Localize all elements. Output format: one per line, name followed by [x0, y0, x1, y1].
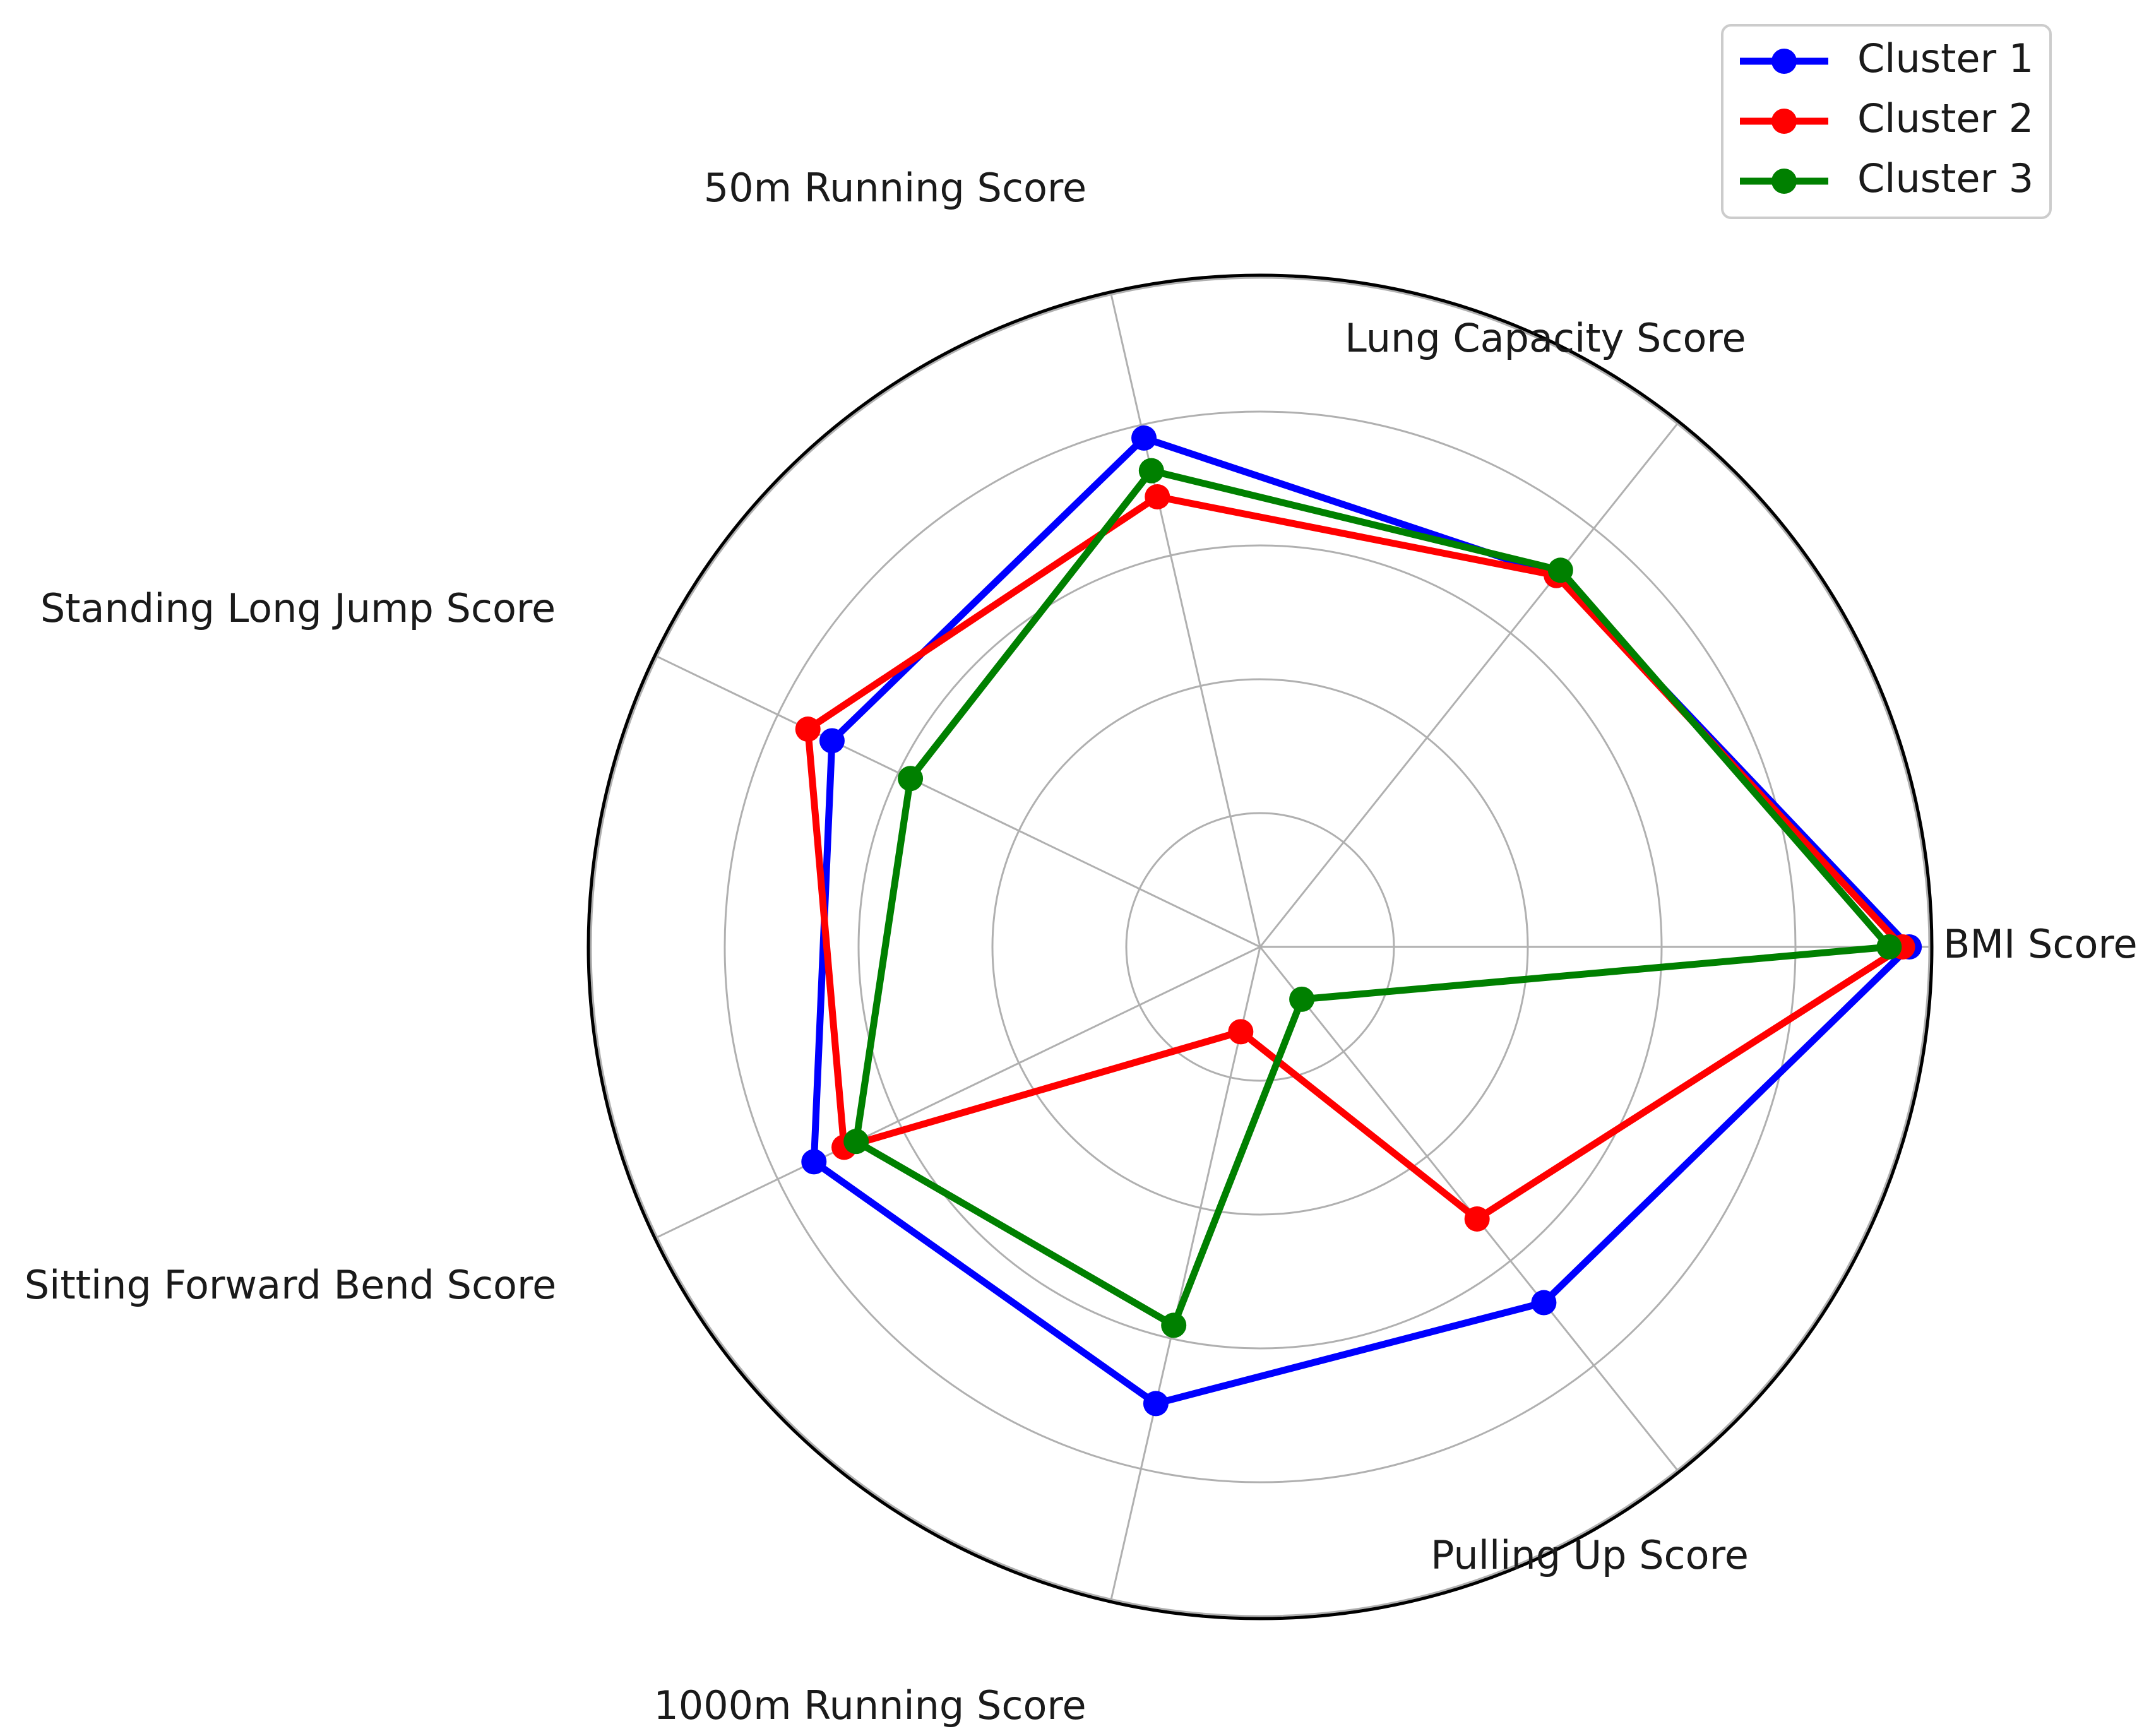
- legend-label: Cluster 2: [1857, 95, 2033, 141]
- series-cluster-1: [801, 425, 1922, 1417]
- point-cluster-3-standing-long-jump-score: [898, 766, 924, 792]
- series-layer: [795, 425, 1922, 1417]
- axis-label-bmi-score: BMI Score: [1943, 921, 2138, 967]
- point-cluster-1-sitting-forward-bend-score: [801, 1149, 827, 1175]
- legend: Cluster 1 Cluster 2 Cluster 3: [1721, 24, 2052, 219]
- spoke-sitting-forward-bend-score: [657, 946, 1261, 1239]
- legend-swatch-marker: [1771, 109, 1797, 134]
- point-cluster-1-50m-running-score: [1131, 425, 1157, 451]
- point-cluster-1-1000m-running-score: [1143, 1391, 1169, 1417]
- axis-label-standing-long-jump-score: Standing Long Jump Score: [40, 585, 556, 631]
- legend-swatch-marker: [1771, 169, 1797, 194]
- point-cluster-3-50m-running-score: [1138, 458, 1164, 484]
- axis-label-pulling-up-score: Pulling Up Score: [1431, 1532, 1749, 1578]
- spoke-50m-running-score: [1110, 294, 1261, 948]
- series-line-cluster-1: [810, 434, 1913, 1407]
- series-cluster-2: [795, 484, 1915, 1232]
- legend-label: Cluster 1: [1857, 35, 2033, 81]
- legend-item-cluster-1: Cluster 1: [1740, 35, 2033, 81]
- spoke-standing-long-jump-score: [657, 655, 1261, 948]
- axis-label-50m-running-score: 50m Running Score: [704, 165, 1086, 211]
- spoke-lung-capacity-score: [1259, 423, 1679, 948]
- point-cluster-3-lung-capacity-score: [1547, 557, 1573, 583]
- spoke-1000m-running-score: [1110, 946, 1261, 1600]
- axis-label-lung-capacity-score: Lung Capacity Score: [1345, 315, 1746, 361]
- point-cluster-3-bmi-score: [1876, 934, 1902, 960]
- point-cluster-1-standing-long-jump-score: [819, 728, 845, 754]
- legend-item-cluster-2: Cluster 2: [1740, 95, 2033, 141]
- series-line-cluster-2: [804, 493, 1907, 1223]
- legend-frame: [1721, 24, 2052, 219]
- axis-label-sitting-forward-bend-score: Sitting Forward Bend Score: [25, 1262, 557, 1308]
- point-cluster-2-50m-running-score: [1145, 484, 1170, 509]
- point-cluster-3-sitting-forward-bend-score: [843, 1129, 869, 1155]
- series-cluster-3: [843, 458, 1902, 1338]
- point-cluster-3-pulling-up-score: [1289, 986, 1315, 1012]
- series-line-cluster-3: [852, 467, 1893, 1329]
- legend-item-cluster-3: Cluster 3: [1740, 155, 2033, 201]
- point-cluster-2-pulling-up-score: [1464, 1206, 1490, 1232]
- point-cluster-3-1000m-running-score: [1161, 1312, 1187, 1338]
- legend-swatch-marker: [1771, 49, 1797, 74]
- axis-labels: BMI Score Lung Capacity Score 50m Running …: [25, 165, 2138, 1728]
- axis-label-1000m-running-score: 1000m Running Score: [653, 1682, 1086, 1728]
- legend-label: Cluster 3: [1857, 155, 2033, 201]
- outer-frame: [586, 273, 1934, 1620]
- point-cluster-2-standing-long-jump-score: [795, 716, 821, 742]
- radar-grid: [586, 273, 1934, 1620]
- point-cluster-1-pulling-up-score: [1531, 1290, 1557, 1316]
- point-cluster-2-1000m-running-score: [1228, 1019, 1254, 1045]
